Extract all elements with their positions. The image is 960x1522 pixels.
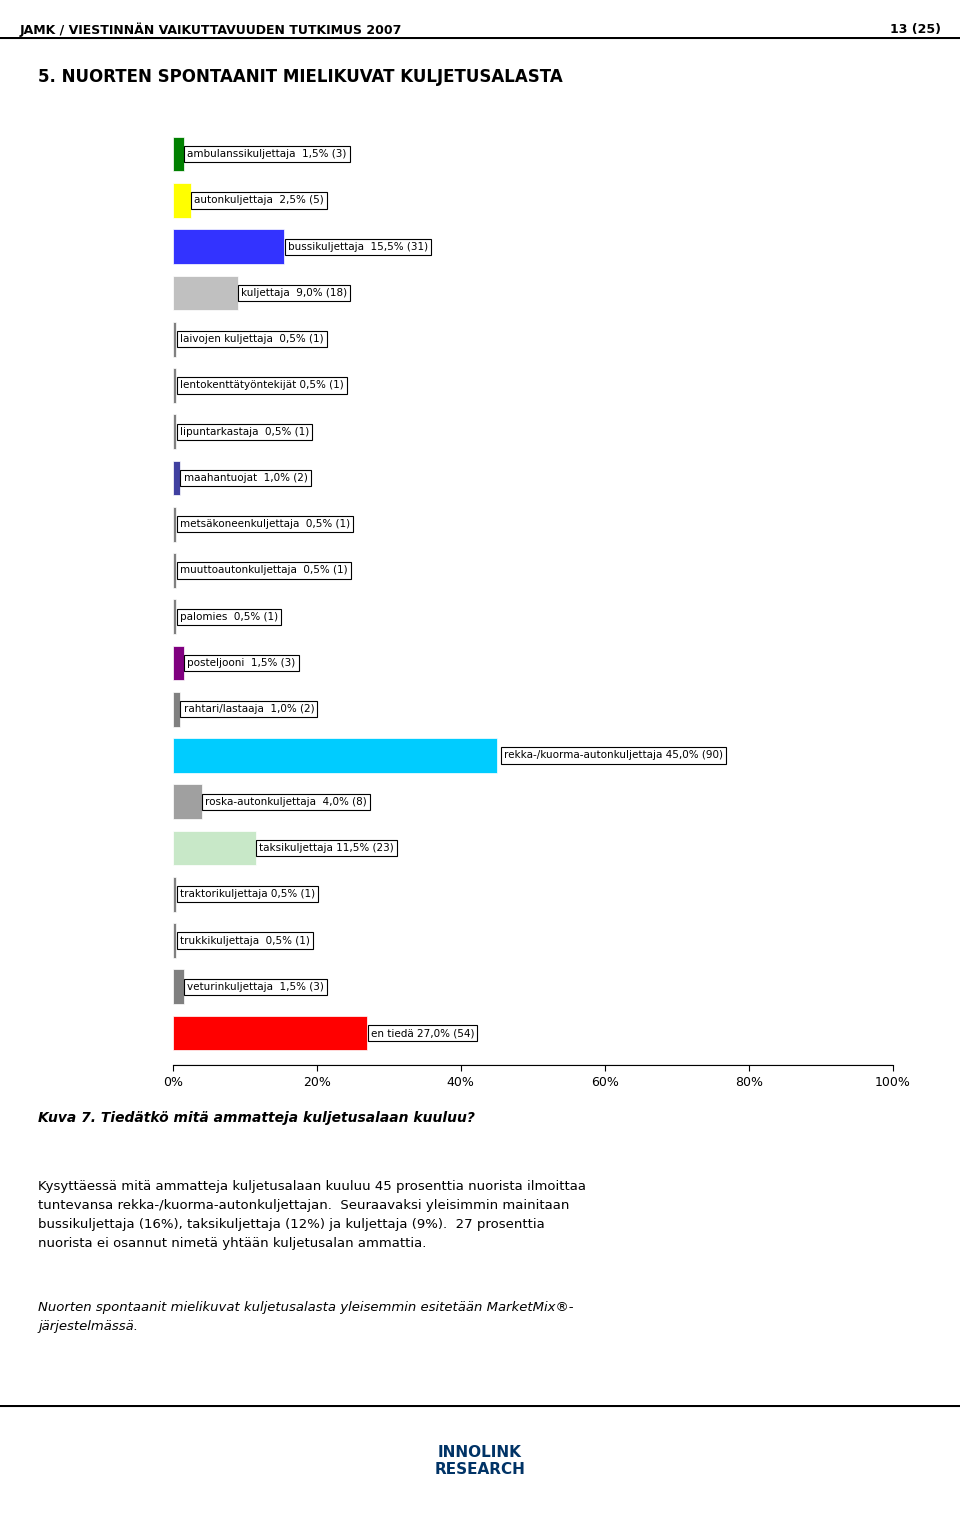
Bar xyxy=(173,321,177,356)
Text: autonkuljettaja  2,5% (5): autonkuljettaja 2,5% (5) xyxy=(194,195,324,205)
Text: 5. NUORTEN SPONTAANIT MIELIKUVAT KULJETUSALASTA: 5. NUORTEN SPONTAANIT MIELIKUVAT KULJETU… xyxy=(38,68,564,87)
Text: taksikuljettaja 11,5% (23): taksikuljettaja 11,5% (23) xyxy=(259,843,394,852)
Text: en tiedä 27,0% (54): en tiedä 27,0% (54) xyxy=(371,1027,474,1038)
Text: lentokenttätyöntekijät 0,5% (1): lentokenttätyöntekijät 0,5% (1) xyxy=(180,380,344,391)
Bar xyxy=(173,1015,367,1050)
Bar xyxy=(173,414,177,449)
Bar xyxy=(173,507,177,542)
Bar xyxy=(173,877,177,912)
Text: Nuorten spontaanit mielikuvat kuljetusalasta yleisemmin esitetään MarketMix®-
jä: Nuorten spontaanit mielikuvat kuljetusal… xyxy=(38,1301,574,1333)
Text: metsäkoneenkuljettaja  0,5% (1): metsäkoneenkuljettaja 0,5% (1) xyxy=(180,519,350,530)
Bar xyxy=(173,831,255,866)
Bar xyxy=(173,461,180,495)
Text: 13 (25): 13 (25) xyxy=(890,23,941,37)
Text: traktorikuljettaja 0,5% (1): traktorikuljettaja 0,5% (1) xyxy=(180,889,315,900)
Bar xyxy=(173,600,177,635)
Text: INNOLINK
RESEARCH: INNOLINK RESEARCH xyxy=(435,1444,525,1478)
Text: lipuntarkastaja  0,5% (1): lipuntarkastaja 0,5% (1) xyxy=(180,426,309,437)
Text: palomies  0,5% (1): palomies 0,5% (1) xyxy=(180,612,278,621)
Text: ambulanssikuljettaja  1,5% (3): ambulanssikuljettaja 1,5% (3) xyxy=(187,149,347,160)
Text: laivojen kuljettaja  0,5% (1): laivojen kuljettaja 0,5% (1) xyxy=(180,335,324,344)
Bar xyxy=(173,275,237,310)
Text: muuttoautonkuljettaja  0,5% (1): muuttoautonkuljettaja 0,5% (1) xyxy=(180,566,348,575)
Bar xyxy=(173,970,183,1005)
Text: trukkikuljettaja  0,5% (1): trukkikuljettaja 0,5% (1) xyxy=(180,936,310,945)
Bar xyxy=(173,368,177,403)
Bar xyxy=(173,137,183,172)
Bar xyxy=(173,738,497,773)
Bar xyxy=(173,183,191,218)
Text: Kysyttäessä mitä ammatteja kuljetusalaan kuuluu 45 prosenttia nuorista ilmoittaa: Kysyttäessä mitä ammatteja kuljetusalaan… xyxy=(38,1180,587,1250)
Bar xyxy=(173,924,177,957)
Text: JAMK / VIESTINNÄN VAIKUTTAVUUDEN TUTKIMUS 2007: JAMK / VIESTINNÄN VAIKUTTAVUUDEN TUTKIMU… xyxy=(19,23,401,38)
Text: bussikuljettaja  15,5% (31): bussikuljettaja 15,5% (31) xyxy=(288,242,428,251)
Text: Kuva 7. Tiedätkö mitä ammatteja kuljetusalaan kuuluu?: Kuva 7. Tiedätkö mitä ammatteja kuljetus… xyxy=(38,1111,475,1125)
Bar xyxy=(173,784,202,819)
Bar xyxy=(173,552,177,587)
Text: posteljooni  1,5% (3): posteljooni 1,5% (3) xyxy=(187,658,296,668)
Text: rekka-/kuorma-autonkuljettaja 45,0% (90): rekka-/kuorma-autonkuljettaja 45,0% (90) xyxy=(504,750,723,761)
Text: maahantuojat  1,0% (2): maahantuojat 1,0% (2) xyxy=(183,473,307,482)
Text: rahtari/lastaaja  1,0% (2): rahtari/lastaaja 1,0% (2) xyxy=(183,705,314,714)
Text: kuljettaja  9,0% (18): kuljettaja 9,0% (18) xyxy=(241,288,348,298)
Bar xyxy=(173,645,183,680)
Bar xyxy=(173,230,284,263)
Bar xyxy=(173,693,180,726)
Text: roska-autonkuljettaja  4,0% (8): roska-autonkuljettaja 4,0% (8) xyxy=(205,796,367,807)
Text: veturinkuljettaja  1,5% (3): veturinkuljettaja 1,5% (3) xyxy=(187,982,324,992)
